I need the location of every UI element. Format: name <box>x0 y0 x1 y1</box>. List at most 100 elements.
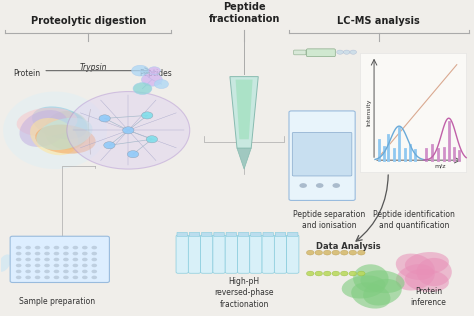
Circle shape <box>63 270 69 273</box>
Circle shape <box>82 252 88 255</box>
Circle shape <box>99 115 110 122</box>
Text: Peptide
fractionation: Peptide fractionation <box>209 2 280 23</box>
Circle shape <box>35 264 40 267</box>
Ellipse shape <box>405 252 449 275</box>
Circle shape <box>128 151 139 158</box>
FancyBboxPatch shape <box>262 235 274 273</box>
Circle shape <box>323 250 331 255</box>
Ellipse shape <box>32 106 88 139</box>
Text: Intensity: Intensity <box>367 99 372 126</box>
Circle shape <box>16 276 21 279</box>
FancyBboxPatch shape <box>274 235 287 273</box>
Circle shape <box>123 127 134 134</box>
Circle shape <box>54 270 59 273</box>
Text: m/z: m/z <box>434 164 446 169</box>
Circle shape <box>73 252 78 255</box>
Circle shape <box>357 271 365 276</box>
Circle shape <box>350 50 356 54</box>
Circle shape <box>44 258 50 261</box>
Circle shape <box>323 271 331 276</box>
Circle shape <box>315 271 322 276</box>
FancyBboxPatch shape <box>188 235 201 273</box>
Circle shape <box>91 264 97 267</box>
Circle shape <box>25 252 31 255</box>
Circle shape <box>82 264 88 267</box>
Circle shape <box>357 250 365 255</box>
Circle shape <box>349 271 356 276</box>
Circle shape <box>25 258 31 261</box>
Circle shape <box>63 246 69 249</box>
Circle shape <box>16 246 21 249</box>
Circle shape <box>337 50 343 54</box>
FancyBboxPatch shape <box>10 236 109 283</box>
Ellipse shape <box>0 254 11 272</box>
Circle shape <box>44 264 50 267</box>
FancyBboxPatch shape <box>251 232 261 237</box>
Text: High-pH
reversed-phase
fractionation: High-pH reversed-phase fractionation <box>214 277 274 308</box>
Text: Peptide separation
and ionisation: Peptide separation and ionisation <box>293 210 365 230</box>
Text: Peptide identification
and quantification: Peptide identification and quantificatio… <box>374 210 455 230</box>
Text: Protein
inference: Protein inference <box>410 287 447 307</box>
FancyBboxPatch shape <box>288 232 298 237</box>
FancyBboxPatch shape <box>237 235 250 273</box>
FancyBboxPatch shape <box>213 235 225 273</box>
Ellipse shape <box>30 118 78 155</box>
Ellipse shape <box>342 275 386 299</box>
Circle shape <box>54 246 59 249</box>
FancyBboxPatch shape <box>201 235 213 273</box>
Ellipse shape <box>363 279 402 306</box>
Circle shape <box>16 252 21 255</box>
Text: Proteolytic digestion: Proteolytic digestion <box>30 16 146 27</box>
Polygon shape <box>236 80 253 139</box>
Circle shape <box>91 252 97 255</box>
Ellipse shape <box>396 253 435 280</box>
Circle shape <box>54 276 59 279</box>
FancyBboxPatch shape <box>177 232 187 237</box>
Ellipse shape <box>17 107 77 137</box>
Circle shape <box>142 73 162 86</box>
Ellipse shape <box>3 92 107 169</box>
Circle shape <box>307 271 314 276</box>
Circle shape <box>332 271 339 276</box>
Polygon shape <box>237 148 251 169</box>
Circle shape <box>44 246 50 249</box>
Circle shape <box>73 270 78 273</box>
Circle shape <box>35 246 40 249</box>
Circle shape <box>132 65 149 76</box>
Ellipse shape <box>45 111 89 150</box>
Circle shape <box>35 252 40 255</box>
FancyBboxPatch shape <box>292 132 352 176</box>
Circle shape <box>155 80 168 88</box>
Circle shape <box>340 271 348 276</box>
Circle shape <box>82 276 88 279</box>
Circle shape <box>307 250 314 255</box>
Ellipse shape <box>19 110 68 147</box>
Circle shape <box>82 270 88 273</box>
Circle shape <box>349 250 356 255</box>
Circle shape <box>142 112 153 119</box>
Circle shape <box>73 264 78 267</box>
Text: Protein: Protein <box>13 69 40 78</box>
Polygon shape <box>230 76 258 148</box>
Circle shape <box>73 246 78 249</box>
Circle shape <box>91 246 97 249</box>
Circle shape <box>16 258 21 261</box>
FancyBboxPatch shape <box>189 232 200 237</box>
Circle shape <box>63 252 69 255</box>
Circle shape <box>63 258 69 261</box>
Circle shape <box>25 276 31 279</box>
Circle shape <box>133 82 152 94</box>
Circle shape <box>44 276 50 279</box>
Text: Peptides: Peptides <box>139 69 172 78</box>
Text: Data Analysis: Data Analysis <box>316 242 380 251</box>
Circle shape <box>35 276 40 279</box>
Circle shape <box>16 264 21 267</box>
Circle shape <box>44 270 50 273</box>
Circle shape <box>25 246 31 249</box>
Circle shape <box>35 258 40 261</box>
Ellipse shape <box>360 270 405 293</box>
Ellipse shape <box>35 125 96 154</box>
FancyBboxPatch shape <box>226 232 237 237</box>
Circle shape <box>35 270 40 273</box>
Circle shape <box>343 50 350 54</box>
